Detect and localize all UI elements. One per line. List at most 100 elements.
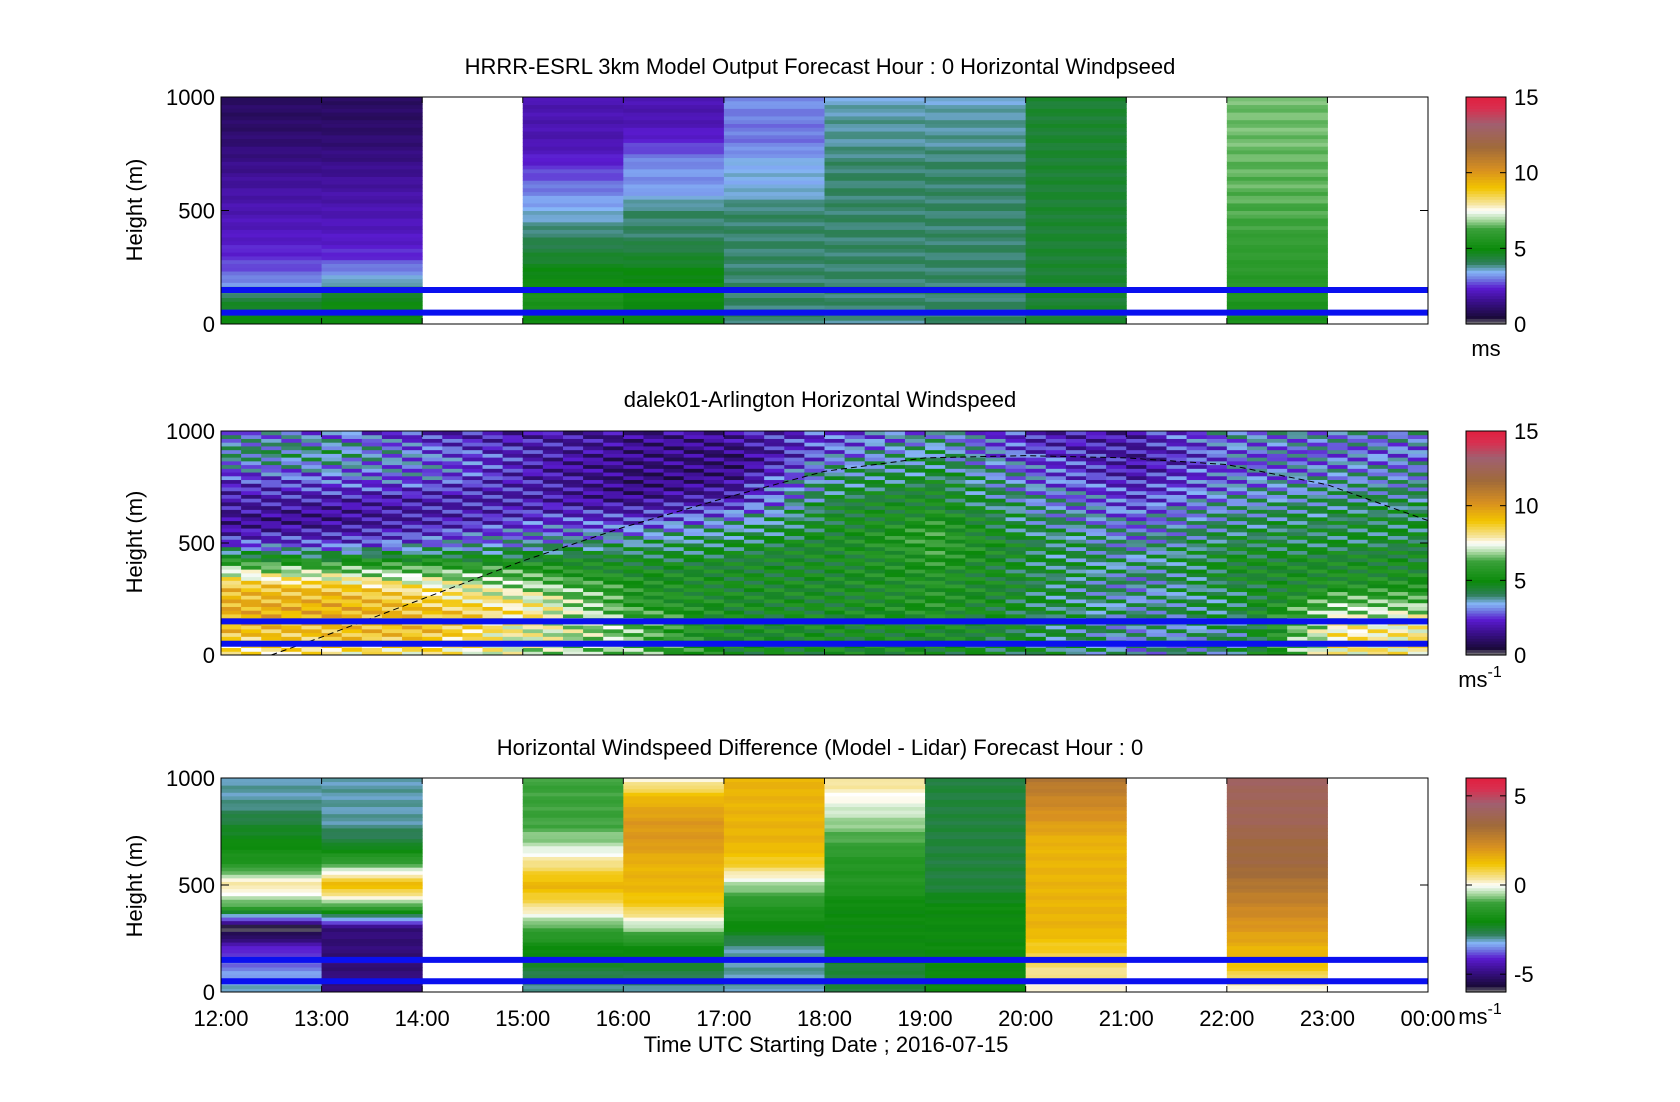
heatmap-cell: [723, 252, 825, 257]
heatmap-cell: [683, 625, 705, 630]
heatmap-cell: [522, 468, 544, 473]
heatmap-cell: [1226, 134, 1328, 140]
heatmap-cell: [361, 445, 383, 451]
heatmap-cell: [1005, 475, 1027, 481]
heatmap-cell: [1226, 524, 1248, 529]
heatmap-cell: [321, 460, 343, 466]
heatmap-cell: [723, 263, 825, 268]
heatmap-cell: [241, 453, 262, 458]
heatmap-cell: [804, 434, 825, 439]
heatmap-cell: [844, 445, 866, 451]
heatmap-cell: [623, 647, 644, 652]
heatmap-cell: [422, 434, 443, 439]
heatmap-cell: [824, 134, 926, 140]
heatmap-cell: [904, 520, 926, 525]
heatmap-cell: [321, 967, 423, 972]
heatmap-cell: [925, 464, 946, 469]
heatmap-cell: [925, 899, 1027, 904]
heatmap-cell: [522, 827, 624, 832]
heatmap-cell: [482, 505, 504, 510]
colorbar-swatch: [1466, 116, 1506, 121]
heatmap-cell: [1005, 628, 1027, 634]
heatmap-cell: [1387, 557, 1409, 563]
heatmap-cell: [804, 625, 825, 630]
heatmap-cell: [683, 580, 705, 585]
heatmap-cell: [643, 531, 665, 537]
heatmap-cell: [603, 513, 624, 518]
heatmap-cell: [221, 795, 323, 800]
heatmap-cell: [1126, 472, 1147, 477]
heatmap-cell: [462, 487, 484, 492]
heatmap-cell: [1226, 104, 1328, 109]
heatmap-cell: [1005, 528, 1027, 533]
heatmap-cell: [985, 498, 1007, 503]
heatmap-cell: [804, 599, 825, 604]
colorbar-swatch: [1466, 629, 1506, 634]
heatmap-cell: [824, 613, 846, 619]
heatmap-cell: [583, 520, 604, 525]
heatmap-cell: [723, 565, 745, 570]
heatmap-cell: [221, 438, 242, 443]
heatmap-cell: [1186, 587, 1208, 593]
heatmap-cell: [422, 475, 443, 481]
heatmap-cell: [1166, 487, 1188, 492]
heatmap-cell: [1166, 610, 1188, 615]
heatmap-cell: [1226, 487, 1248, 492]
heatmap-cell: [1025, 191, 1127, 196]
heatmap-cell: [844, 584, 866, 589]
heatmap-cell: [1025, 475, 1047, 481]
heatmap-cell: [1065, 587, 1087, 593]
heatmap-cell: [522, 909, 624, 915]
heatmap-cell: [442, 613, 463, 619]
heatmap-cell: [1226, 434, 1248, 439]
heatmap-cell: [462, 509, 484, 514]
heatmap-cell: [1126, 610, 1147, 615]
heatmap-cell: [1327, 580, 1349, 585]
heatmap-cell: [522, 123, 624, 128]
heatmap-cell: [1025, 906, 1127, 911]
heatmap-cell: [884, 613, 906, 619]
heatmap-cell: [824, 899, 926, 904]
colorbar-swatch: [1466, 543, 1506, 547]
heatmap-cell: [321, 236, 423, 242]
heatmap-cell: [1327, 535, 1349, 540]
heatmap-cell: [824, 479, 846, 484]
heatmap-cell: [925, 509, 946, 514]
heatmap-cell: [723, 820, 825, 825]
heatmap-cell: [562, 479, 584, 484]
heatmap-cell: [261, 599, 282, 604]
heatmap-cell: [623, 100, 725, 106]
heatmap-cell: [442, 561, 463, 566]
heatmap-cell: [1025, 199, 1127, 204]
heatmap-cell: [321, 165, 423, 170]
heatmap-cell: [221, 297, 323, 302]
heatmap-cell: [462, 445, 484, 451]
heatmap-cell: [221, 863, 323, 868]
heatmap-cell: [1025, 180, 1127, 185]
heatmap-cell: [1307, 505, 1328, 510]
heatmap-cell: [1226, 271, 1328, 276]
heatmap-cell: [221, 924, 323, 929]
heatmap-cell: [221, 550, 242, 555]
colorbar-swatch: [1466, 529, 1506, 533]
heatmap-cell: [864, 505, 886, 510]
heatmap-cell: [381, 460, 403, 466]
heatmap-cell: [1287, 505, 1308, 510]
heatmap-cell: [1246, 468, 1268, 473]
heatmap-cell: [241, 599, 262, 604]
heatmap-cell: [321, 963, 423, 968]
heatmap-cell: [1146, 572, 1167, 578]
heatmap-cell: [925, 115, 1027, 121]
heatmap-cell: [1206, 464, 1228, 469]
heatmap-cell: [723, 810, 825, 815]
heatmap-cell: [442, 595, 463, 600]
heatmap-cell: [341, 494, 363, 499]
heatmap-cell: [402, 453, 423, 458]
heatmap-cell: [1347, 539, 1369, 544]
heatmap-cell: [1126, 565, 1147, 570]
heatmap-cell: [1065, 572, 1087, 578]
heatmap-cell: [824, 842, 926, 847]
heatmap-cell: [341, 591, 363, 596]
heatmap-cell: [1307, 587, 1328, 593]
heatmap-cell: [281, 494, 302, 499]
